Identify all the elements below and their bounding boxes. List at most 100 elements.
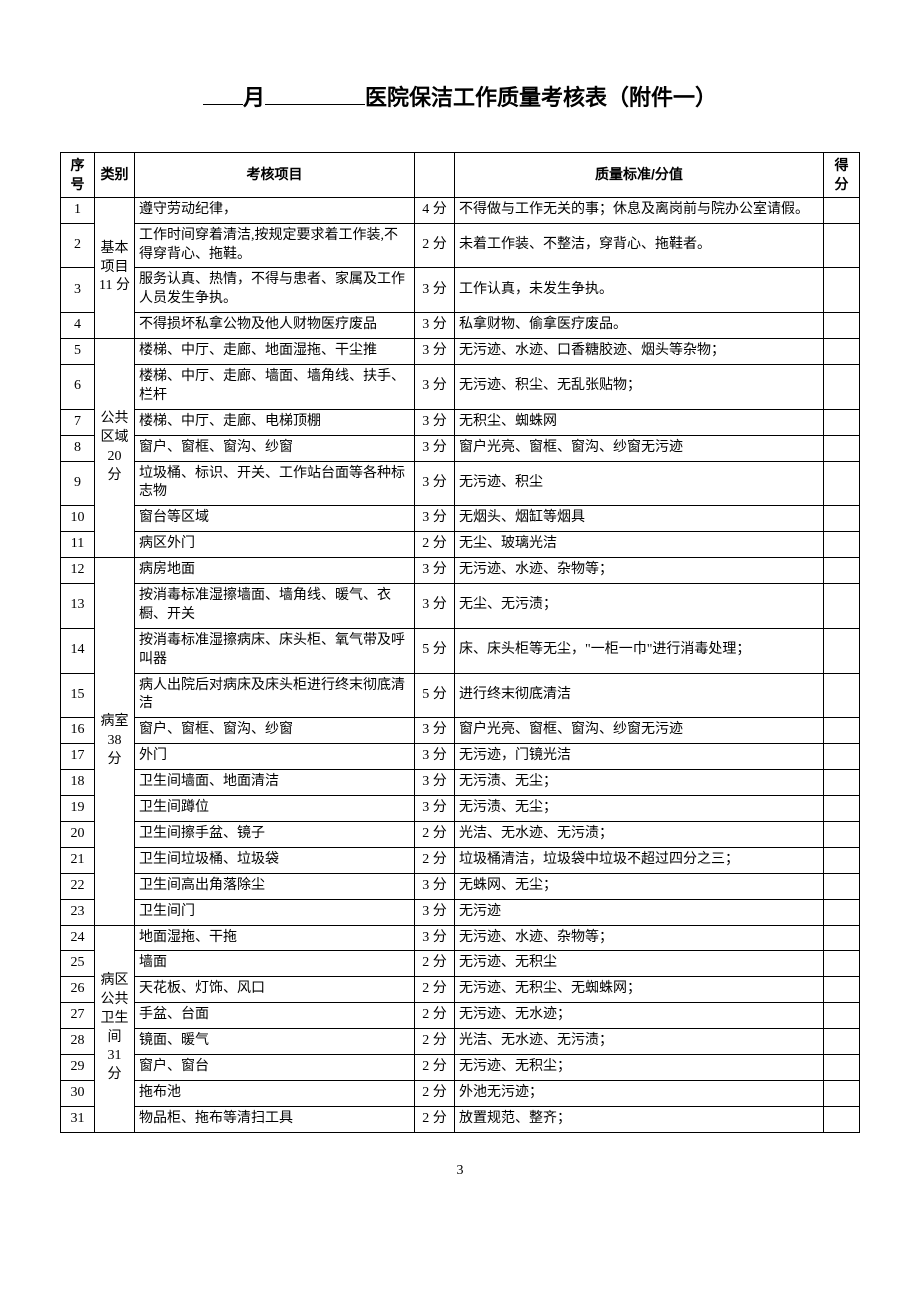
row-standard: 外池无污迹； <box>455 1080 824 1106</box>
row-standard: 光洁、无水迹、无污渍； <box>455 821 824 847</box>
row-idx: 22 <box>61 873 95 899</box>
table-row: 3服务认真、热情，不得与患者、家属及工作人员发生争执。3 分工作认真，未发生争执… <box>61 268 860 313</box>
row-item: 卫生间擦手盆、镜子 <box>135 821 415 847</box>
row-standard: 无污迹、无水迹； <box>455 1003 824 1029</box>
row-getscore <box>824 409 860 435</box>
row-standard: 无污迹、积尘 <box>455 461 824 506</box>
row-getscore <box>824 313 860 339</box>
row-standard: 无污迹 <box>455 899 824 925</box>
row-getscore <box>824 821 860 847</box>
row-score: 3 分 <box>415 770 455 796</box>
category-cell: 病室38 分 <box>95 558 135 925</box>
row-item: 按消毒标准湿擦墙面、墙角线、暖气、衣橱、开关 <box>135 584 415 629</box>
row-idx: 30 <box>61 1080 95 1106</box>
row-idx: 8 <box>61 435 95 461</box>
row-item: 窗户、窗台 <box>135 1054 415 1080</box>
row-score: 3 分 <box>415 558 455 584</box>
row-idx: 18 <box>61 770 95 796</box>
row-idx: 19 <box>61 796 95 822</box>
row-standard: 垃圾桶清洁，垃圾袋中垃圾不超过四分之三； <box>455 847 824 873</box>
row-standard: 未着工作装、不整洁，穿背心、拖鞋者。 <box>455 223 824 268</box>
row-standard: 无污迹、积尘、无乱张贴物； <box>455 365 824 410</box>
table-row: 6 楼梯、中厅、走廊、墙面、墙角线、扶手、栏杆3 分无污迹、积尘、无乱张贴物； <box>61 365 860 410</box>
row-standard: 无污迹、无积尘 <box>455 951 824 977</box>
header-idx: 序号 <box>61 153 95 198</box>
table-row: 2工作时间穿着清洁,按规定要求着工作装,不得穿背心、拖鞋。2 分未着工作装、不整… <box>61 223 860 268</box>
row-item: 地面湿拖、干拖 <box>135 925 415 951</box>
row-idx: 3 <box>61 268 95 313</box>
header-category: 类别 <box>95 153 135 198</box>
row-score: 2 分 <box>415 847 455 873</box>
table-row: 17外门3 分无污迹，门镜光洁 <box>61 744 860 770</box>
row-score: 2 分 <box>415 951 455 977</box>
row-standard: 进行终末彻底清洁 <box>455 673 824 718</box>
row-getscore <box>824 673 860 718</box>
row-standard: 无污渍、无尘； <box>455 796 824 822</box>
row-item: 卫生间垃圾桶、垃圾袋 <box>135 847 415 873</box>
row-item: 楼梯、中厅、走廊、墙面、墙角线、扶手、栏杆 <box>135 365 415 410</box>
row-idx: 7 <box>61 409 95 435</box>
table-row: 25墙面2 分无污迹、无积尘 <box>61 951 860 977</box>
page-container: 月医院保洁工作质量考核表（附件一） 序号 类别 考核项目 质量标准/分值 得分 … <box>0 0 920 1219</box>
row-standard: 无尘、玻璃光洁 <box>455 532 824 558</box>
row-getscore <box>824 268 860 313</box>
title-part1: 月 <box>243 85 265 110</box>
table-row: 24病区公共卫生间31 分地面湿拖、干拖3 分无污迹、水迹、杂物等； <box>61 925 860 951</box>
row-item: 服务认真、热情，不得与患者、家属及工作人员发生争执。 <box>135 268 415 313</box>
row-score: 3 分 <box>415 268 455 313</box>
row-score: 3 分 <box>415 899 455 925</box>
table-row: 22卫生间高出角落除尘3 分无蛛网、无尘； <box>61 873 860 899</box>
row-score: 3 分 <box>415 744 455 770</box>
row-standard: 无污迹、水迹、杂物等； <box>455 558 824 584</box>
row-item: 外门 <box>135 744 415 770</box>
row-score: 5 分 <box>415 673 455 718</box>
row-idx: 23 <box>61 899 95 925</box>
table-row: 4不得损坏私拿公物及他人财物医疗废品3 分私拿财物、偷拿医疗废品。 <box>61 313 860 339</box>
row-idx: 5 <box>61 339 95 365</box>
table-row: 26天花板、灯饰、风口2 分无污迹、无积尘、无蜘蛛网； <box>61 977 860 1003</box>
row-item: 卫生间墙面、地面清洁 <box>135 770 415 796</box>
row-idx: 6 <box>61 365 95 410</box>
row-idx: 24 <box>61 925 95 951</box>
table-row: 8窗户、窗框、窗沟、纱窗3 分窗户光亮、窗框、窗沟、纱窗无污迹 <box>61 435 860 461</box>
row-score: 4 分 <box>415 197 455 223</box>
row-standard: 无蛛网、无尘； <box>455 873 824 899</box>
row-score: 3 分 <box>415 365 455 410</box>
table-row: 16窗户、窗框、窗沟、纱窗3 分窗户光亮、窗框、窗沟、纱窗无污迹 <box>61 718 860 744</box>
table-row: 18卫生间墙面、地面清洁3 分无污渍、无尘； <box>61 770 860 796</box>
title-part2: 医院保洁工作质量考核表（附件一） <box>365 85 717 110</box>
row-idx: 26 <box>61 977 95 1003</box>
row-getscore <box>824 435 860 461</box>
row-idx: 4 <box>61 313 95 339</box>
row-idx: 20 <box>61 821 95 847</box>
row-score: 2 分 <box>415 1054 455 1080</box>
table-row: 20卫生间擦手盆、镜子2 分光洁、无水迹、无污渍； <box>61 821 860 847</box>
row-item: 遵守劳动纪律， <box>135 197 415 223</box>
row-idx: 9 <box>61 461 95 506</box>
table-body: 1基本项目11 分遵守劳动纪律，4 分不得做与工作无关的事；休息及离岗前与院办公… <box>61 197 860 1132</box>
row-standard: 窗户光亮、窗框、窗沟、纱窗无污迹 <box>455 435 824 461</box>
row-item: 病人出院后对病床及床头柜进行终末彻底清洁 <box>135 673 415 718</box>
row-standard: 无积尘、蜘蛛网 <box>455 409 824 435</box>
row-item: 窗户、窗框、窗沟、纱窗 <box>135 435 415 461</box>
page-title: 月 医院保洁工作质量考核表（附件一） <box>60 80 860 112</box>
row-idx: 16 <box>61 718 95 744</box>
header-score <box>415 153 455 198</box>
table-row: 5公共区域20 分楼梯、中厅、走廊、地面湿拖、干尘推3 分无污迹、水迹、口香糖胶… <box>61 339 860 365</box>
row-idx: 28 <box>61 1029 95 1055</box>
row-standard: 私拿财物、偷拿医疗废品。 <box>455 313 824 339</box>
row-getscore <box>824 532 860 558</box>
table-row: 30拖布池2 分外池无污迹； <box>61 1080 860 1106</box>
row-score: 3 分 <box>415 718 455 744</box>
row-getscore <box>824 1106 860 1132</box>
row-standard: 窗户光亮、窗框、窗沟、纱窗无污迹 <box>455 718 824 744</box>
row-score: 3 分 <box>415 461 455 506</box>
row-getscore <box>824 584 860 629</box>
row-score: 2 分 <box>415 1003 455 1029</box>
row-standard: 放置规范、整齐； <box>455 1106 824 1132</box>
row-standard: 光洁、无水迹、无污渍； <box>455 1029 824 1055</box>
row-score: 2 分 <box>415 977 455 1003</box>
row-item: 镜面、暖气 <box>135 1029 415 1055</box>
row-item: 按消毒标准湿擦病床、床头柜、氧气带及呼叫器 <box>135 628 415 673</box>
row-item: 物品柜、拖布等清扫工具 <box>135 1106 415 1132</box>
